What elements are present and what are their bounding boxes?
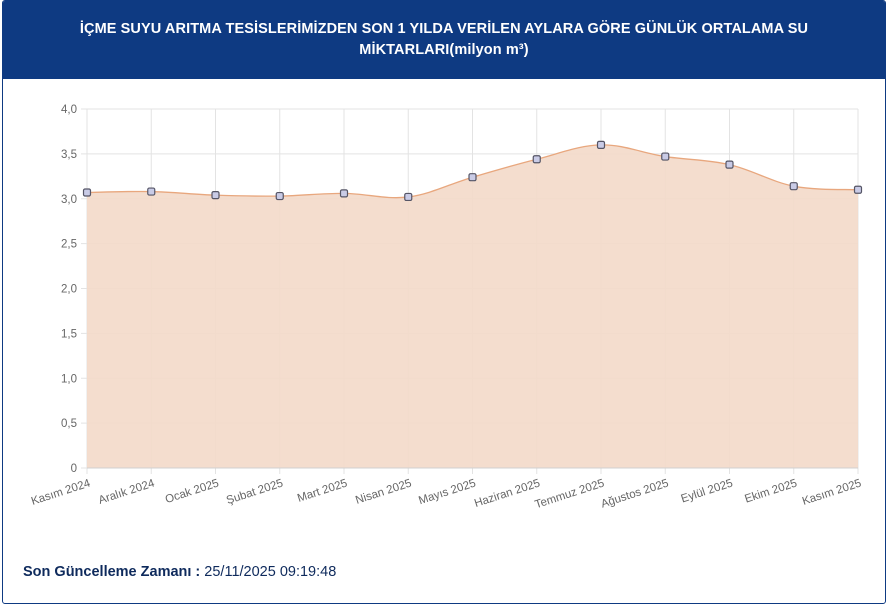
x-tick-label: Ağustos 2025: [600, 477, 671, 510]
chart-header: İÇME SUYU ARITMA TESİSLERİMİZDEN SON 1 Y…: [3, 1, 885, 79]
y-tick-label: 3,5: [61, 149, 77, 161]
y-tick-label: 4,0: [61, 104, 77, 116]
data-point: [532, 155, 541, 164]
data-point: [339, 189, 349, 198]
x-tick-label: Ekim 2025: [743, 477, 798, 505]
data-point: [789, 182, 798, 191]
y-tick-label: 1,0: [61, 373, 77, 385]
x-tick-label: Mayıs 2025: [417, 477, 477, 507]
chart-title: İÇME SUYU ARITMA TESİSLERİMİZDEN SON 1 Y…: [80, 19, 808, 61]
x-tick-label: Nisan 2025: [354, 477, 413, 506]
data-point: [725, 160, 734, 169]
x-tick-label: Kasım 2025: [801, 477, 863, 507]
title-line-1: İÇME SUYU ARITMA TESİSLERİMİZDEN SON 1 Y…: [79, 21, 809, 37]
data-point: [82, 188, 92, 197]
last-update-value: 25/11/2025 09:19:48: [204, 564, 337, 580]
area-chart: 0 0,5 1,0 1,5 2,0 2,5 3,0 3,5 4,0 Kasım 2024 Aralı…: [30, 104, 863, 511]
data-point: [661, 152, 670, 161]
y-tick-label: 3,0: [61, 194, 77, 206]
x-tick-label: Ocak 2025: [164, 477, 221, 506]
data-point: [853, 185, 863, 194]
data-point: [211, 191, 220, 200]
x-tick-label: Haziran 2025: [473, 477, 542, 510]
y-tick-label: 0,5: [61, 418, 77, 430]
last-update-label: Son Güncelleme Zamanı :: [23, 564, 201, 580]
x-tick-label: Kasım 2024: [30, 477, 93, 508]
x-tick-label: Aralık 2024: [97, 477, 157, 507]
y-tick-label: 2,0: [61, 284, 77, 296]
data-point: [596, 140, 606, 150]
y-tick-label: 0: [71, 463, 77, 475]
title-line-2: MİKTARLARI(milyon m³): [359, 42, 529, 58]
data-point: [147, 187, 156, 196]
data-point: [275, 191, 284, 201]
data-point: [404, 192, 413, 202]
area-fill: [87, 144, 858, 468]
x-tick-label: Temmuz 2025: [534, 477, 606, 511]
data-point: [468, 173, 477, 182]
y-tick-label: 1,5: [61, 328, 77, 340]
last-update: Son Güncelleme Zamanı : 25/11/2025 09:19…: [23, 564, 336, 580]
x-tick-label: Mart 2025: [296, 477, 349, 504]
y-tick-label: 2,5: [61, 239, 77, 251]
chart-area: 0 0,5 1,0 1,5 2,0 2,5 3,0 3,5 4,0 Kasım 2024 Aralı…: [3, 79, 885, 539]
x-tick-label: Şubat 2025: [225, 477, 285, 507]
x-tick-label: Eylül 2025: [680, 477, 735, 505]
